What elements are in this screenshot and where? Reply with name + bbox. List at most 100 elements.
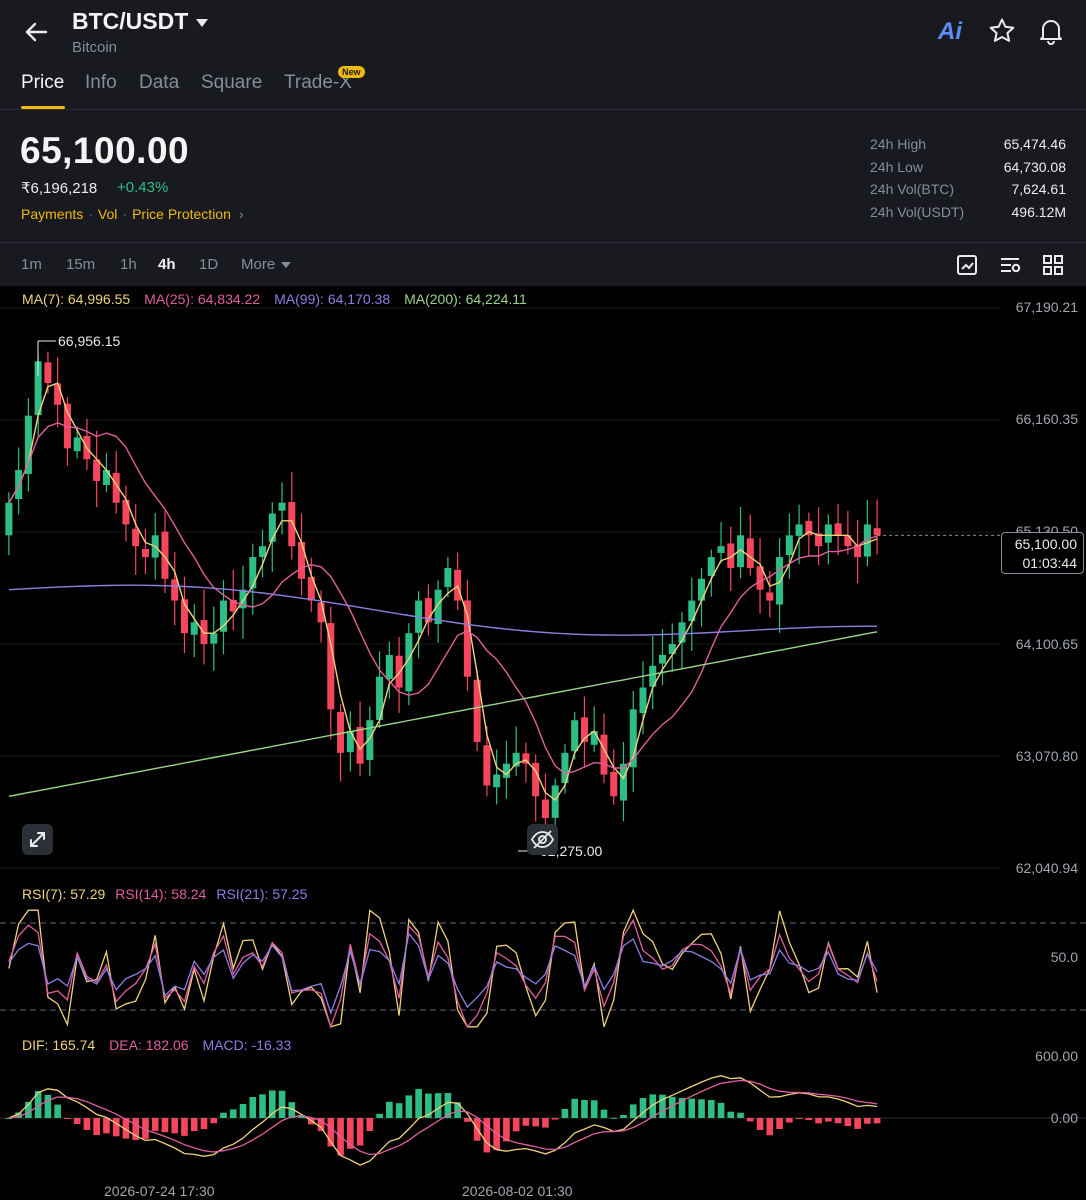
link-vol[interactable]: Vol <box>97 206 118 222</box>
tab-data[interactable]: Data <box>139 72 180 93</box>
candle-body <box>473 679 481 742</box>
time-axis-label: 2026-08-02 01:30 <box>462 1183 573 1199</box>
timeframe-1m[interactable]: 1m <box>21 256 42 273</box>
eye-off-icon[interactable] <box>527 824 558 855</box>
price-change: +0.43% <box>117 179 169 196</box>
tab-price[interactable]: Price <box>21 72 65 93</box>
candle-body <box>454 569 462 601</box>
bell-icon[interactable] <box>1036 16 1066 46</box>
pair-title: BTC/USDT <box>72 8 189 34</box>
macd-histogram-bar <box>776 1118 783 1130</box>
chevron-down-icon <box>281 262 292 269</box>
ai-icon[interactable]: Ai <box>938 18 962 45</box>
candle-body <box>815 533 823 547</box>
candle-body <box>844 535 852 547</box>
chevron-right-icon[interactable]: › <box>238 206 244 222</box>
macd-histogram-bar <box>590 1100 598 1118</box>
macd-histogram-bar <box>864 1118 871 1124</box>
ma200-value: MA(200): 64,224.11 <box>404 291 527 307</box>
stat-24h-high: 24h High 65,474.46 <box>870 136 1066 159</box>
candle-body <box>210 633 218 644</box>
macd-histogram-bar <box>151 1118 159 1131</box>
stat-24h-low: 24h Low 64,730.08 <box>870 159 1066 182</box>
stat-label: 24h High <box>870 136 927 152</box>
more-label: More <box>241 256 276 273</box>
macd-histogram-bar <box>668 1096 676 1118</box>
rsi14-value: RSI(14): 58.24 <box>115 886 207 902</box>
chart-settings-icon[interactable] <box>955 253 979 277</box>
link-price-protection[interactable]: Price Protection <box>132 206 231 222</box>
macd-histogram-bar <box>249 1097 257 1118</box>
candle-body <box>727 543 735 568</box>
active-tab-indicator <box>21 106 65 109</box>
macd-histogram-bar <box>454 1102 461 1118</box>
candle-body <box>698 578 706 601</box>
tab-trade-x[interactable]: Trade-X <box>284 72 352 93</box>
macd-histogram-bar <box>25 1101 32 1118</box>
candle-body <box>278 502 286 511</box>
candle-body <box>171 579 179 601</box>
candle-body <box>776 557 784 605</box>
grid-layout-icon[interactable] <box>1041 253 1065 277</box>
candle-body <box>590 731 598 745</box>
new-badge: New <box>338 66 365 78</box>
macd-histogram-bar <box>103 1118 110 1134</box>
expand-icon[interactable] <box>22 824 53 855</box>
indicator-settings-icon[interactable] <box>998 253 1022 277</box>
candle-body <box>366 720 374 761</box>
dif-value: DIF: 165.74 <box>22 1037 96 1053</box>
macd-histogram-bar <box>766 1118 774 1136</box>
link-payments[interactable]: Payments <box>21 206 84 222</box>
stats-panel: 24h High 65,474.46 24h Low 64,730.08 24h V… <box>870 136 1066 226</box>
stat-label: 24h Low <box>870 158 923 175</box>
macd-histogram-bar <box>268 1090 276 1118</box>
candle-body <box>5 502 13 536</box>
star-icon[interactable] <box>987 16 1017 46</box>
header-panel: BTC/USDT Bitcoin Ai Price Info Data Squa… <box>0 0 1086 242</box>
candle-body <box>239 589 247 609</box>
tab-info[interactable]: Info <box>85 72 117 93</box>
ma25-line <box>8 422 878 775</box>
macd-histogram-bar <box>844 1118 852 1127</box>
timeframe-1h[interactable]: 1h <box>120 256 137 273</box>
macd-histogram-bar <box>551 1118 559 1120</box>
candle-body <box>190 622 198 635</box>
macd-histogram-bar <box>288 1102 296 1118</box>
candle-body <box>610 771 618 797</box>
candle-body <box>873 528 881 536</box>
macd-histogram-bar <box>425 1093 432 1118</box>
macd-histogram-bar <box>610 1117 618 1119</box>
ma99-value: MA(99): 64,170.38 <box>274 291 391 307</box>
back-arrow-icon[interactable] <box>20 16 52 48</box>
tab-square[interactable]: Square <box>201 72 263 93</box>
timeframe-more[interactable]: More <box>241 256 292 273</box>
candle-body <box>649 665 657 687</box>
macd-histogram-bar <box>727 1111 735 1118</box>
candle-body <box>502 763 510 778</box>
timeframe-1d[interactable]: 1D <box>199 256 219 273</box>
timeframe-4h[interactable]: 4h <box>158 256 176 273</box>
candle-body <box>132 528 140 547</box>
candle-body <box>541 799 549 819</box>
pair-selector[interactable]: BTC/USDT <box>72 8 209 35</box>
candle-body <box>249 557 257 589</box>
macd-axis-label: 600.00 <box>1035 1048 1078 1064</box>
macd-histogram-bar <box>688 1098 696 1118</box>
macd-histogram-bar <box>503 1118 510 1142</box>
candle-body <box>619 763 627 801</box>
macd-histogram-bar <box>366 1118 374 1131</box>
candle-body <box>522 753 530 764</box>
macd-histogram-bar <box>161 1118 169 1133</box>
macd-histogram-bar <box>483 1118 491 1153</box>
rsi14-line <box>8 918 878 1029</box>
macd-histogram-bar <box>581 1099 588 1118</box>
macd-histogram-bar <box>395 1103 403 1118</box>
candle-body <box>24 415 32 474</box>
stat-24h-vol-usdt: 24h Vol(USDT) 496.12M <box>870 204 1066 227</box>
macd-histogram-bar <box>434 1093 442 1118</box>
ma7-line <box>8 382 878 802</box>
dea-line <box>8 1079 878 1156</box>
current-price-tag: 65,100.00 01:03:44 <box>1001 532 1084 574</box>
timeframe-15m[interactable]: 15m <box>66 256 96 273</box>
candlestick-chart[interactable] <box>0 286 1086 1200</box>
